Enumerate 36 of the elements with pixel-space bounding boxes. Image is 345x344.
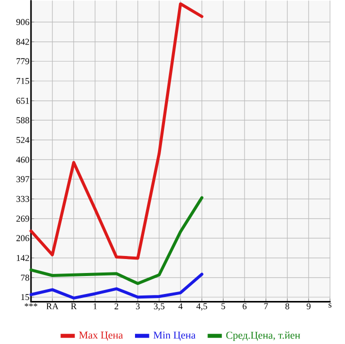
y-tick-label: 715 [16,78,30,84]
legend-label: Сред.Цена, т.йен [226,331,300,341]
x-tick-label: 3 [136,303,140,310]
x-tick-label: 4,5 [196,303,208,310]
y-tick-label: 206 [16,235,30,242]
line-series [30,272,204,300]
x-tick-label: 3,5 [154,303,164,310]
x-tick-label: 8 [285,303,290,310]
y-tick-label: 142 [16,254,29,261]
x-tick-label: 6 [242,303,247,310]
x-tick-label: *** [24,303,38,306]
legend-label: Min Цена [153,332,196,341]
y-tick-label: 15 [21,294,30,300]
y-tick-label: 333 [16,196,30,202]
x-tick-label: 2 [114,303,118,310]
y-tick-label: 524 [16,136,30,143]
legend-label: Max Цена [79,332,123,341]
x-tick-label: 4 [178,303,183,310]
line-series [30,196,204,285]
x-tick-label: 5 [221,303,226,310]
y-tick-label: 397 [16,176,30,182]
y-tick-label: 651 [16,98,29,104]
x-tick-label: 1 [94,303,97,310]
y-tick-label: 779 [16,58,30,64]
y-tick-label: 588 [16,117,30,124]
x-tick-label: s [328,303,332,308]
y-tick-label: 842 [16,38,29,45]
x-tick-label: 9 [306,303,311,310]
y-tick-label: 460 [16,156,30,163]
line-series [30,2,204,260]
x-tick-label: RA [46,303,59,310]
y-tick-label: 78 [21,274,30,281]
y-tick-label: 906 [16,18,30,25]
y-tick-label: 269 [16,216,30,222]
x-tick-label: 7 [264,303,268,310]
x-tick-label: R [70,303,77,310]
